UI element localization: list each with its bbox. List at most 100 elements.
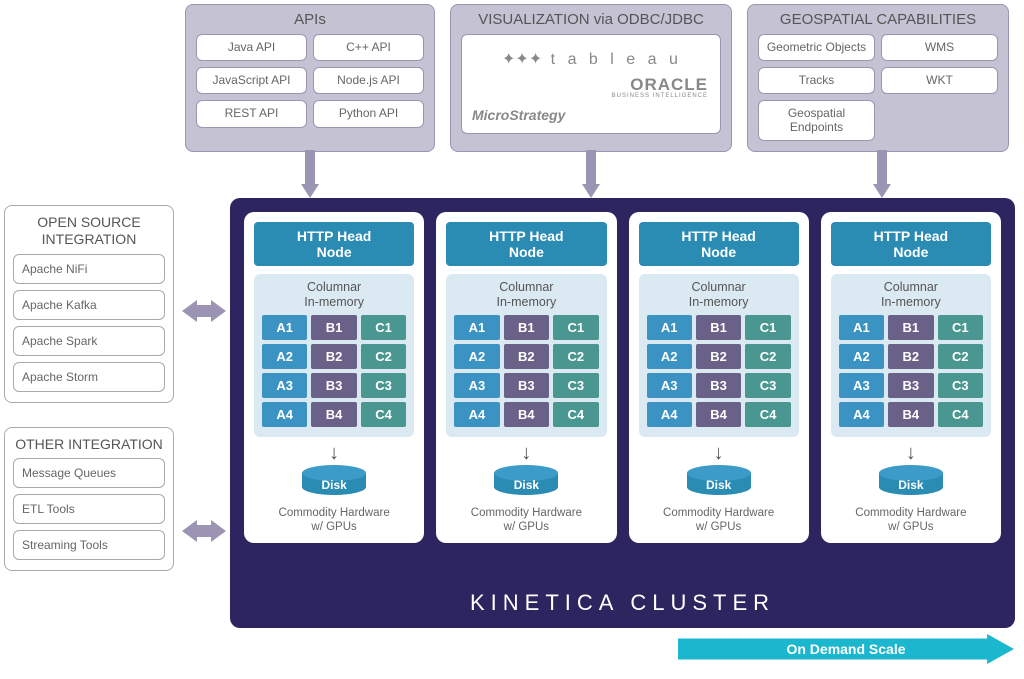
columnar-memory-box: ColumnarIn-memoryA1B1C1A2B2C2A3B3C3A4B4C…: [446, 274, 606, 437]
memory-label: ColumnarIn-memory: [647, 280, 791, 309]
http-head-node-label: HTTP HeadNode: [831, 222, 991, 266]
cluster-nodes-row: HTTP HeadNodeColumnarIn-memoryA1B1C1A2B2…: [244, 212, 1001, 543]
memory-cell: B4: [696, 402, 741, 427]
memory-cell: A4: [839, 402, 884, 427]
cluster-node: HTTP HeadNodeColumnarIn-memoryA1B1C1A2B2…: [629, 212, 809, 543]
memory-cells-grid: A1B1C1A2B2C2A3B3C3A4B4C4: [454, 315, 598, 427]
apis-title: APIs: [196, 11, 424, 28]
hardware-label: Commodity Hardware w/ GPUs: [279, 507, 390, 535]
on-demand-scale-arrow: On Demand Scale: [678, 634, 1014, 664]
memory-cell: B1: [311, 315, 356, 340]
memory-cell: C4: [938, 402, 983, 427]
geo-chip: WMS: [881, 34, 998, 61]
memory-cell: A1: [647, 315, 692, 340]
disk-icon: Disk: [302, 465, 366, 501]
top-panels-row: APIs Java API C++ API JavaScript API Nod…: [185, 4, 1009, 152]
viz-title: VISUALIZATION via ODBC/JDBC: [461, 11, 721, 28]
memory-cell: A4: [647, 402, 692, 427]
memory-cell: C1: [361, 315, 406, 340]
arrow-down-icon: [873, 184, 891, 198]
memory-cell: C2: [361, 344, 406, 369]
memory-cell: B4: [888, 402, 933, 427]
connector-arrow: [586, 150, 596, 184]
geo-chip: Geospatial Endpoints: [758, 100, 875, 140]
api-chip: Python API: [313, 100, 424, 127]
integration-item: ETL Tools: [13, 494, 165, 524]
memory-cell: A2: [262, 344, 307, 369]
geo-chip: Geometric Objects: [758, 34, 875, 61]
tableau-logo: ✦✦✦ t a b l e a u: [502, 49, 682, 69]
hardware-label: Commodity Hardware w/ GPUs: [663, 507, 774, 535]
arrow-down-icon: ↓: [329, 443, 339, 463]
memory-cell: C2: [745, 344, 790, 369]
memory-cell: A1: [262, 315, 307, 340]
memory-cell: C3: [361, 373, 406, 398]
arrow-down-icon: ↓: [906, 443, 916, 463]
integration-item: Apache NiFi: [13, 254, 165, 284]
memory-cell: B2: [504, 344, 549, 369]
memory-cell: B3: [504, 373, 549, 398]
oracle-logo: ORACLE: [630, 75, 708, 95]
tableau-text: t a b l e a u: [551, 51, 682, 68]
disk-icon: Disk: [687, 465, 751, 501]
memory-cell: A4: [454, 402, 499, 427]
memory-cell: B3: [888, 373, 933, 398]
http-head-node-label: HTTP HeadNode: [639, 222, 799, 266]
memory-cell: A3: [647, 373, 692, 398]
bidirectional-arrow-icon: [182, 300, 226, 322]
api-chip: Java API: [196, 34, 307, 61]
geospatial-panel: GEOSPATIAL CAPABILITIES Geometric Object…: [747, 4, 1009, 152]
integration-item: Apache Storm: [13, 362, 165, 392]
disk-icon: Disk: [494, 465, 558, 501]
memory-cell: A1: [839, 315, 884, 340]
hardware-label: Commodity Hardware w/ GPUs: [855, 507, 966, 535]
other-integration-panel: OTHER INTEGRATION Message Queues ETL Too…: [4, 427, 174, 572]
memory-cells-grid: A1B1C1A2B2C2A3B3C3A4B4C4: [262, 315, 406, 427]
memory-cell: B4: [504, 402, 549, 427]
left-integration-column: OPEN SOURCE INTEGRATION Apache NiFi Apac…: [4, 205, 174, 571]
memory-cell: C2: [553, 344, 598, 369]
connector-arrow: [877, 150, 887, 184]
memory-cell: C4: [361, 402, 406, 427]
viz-logos-box: ✦✦✦ t a b l e a u ORACLE BUSINESS INTELL…: [461, 34, 721, 134]
memory-cell: C1: [938, 315, 983, 340]
kinetica-cluster: HTTP HeadNodeColumnarIn-memoryA1B1C1A2B2…: [230, 198, 1015, 628]
cluster-node: HTTP HeadNode ColumnarIn-memory A1B1C1A2B2…: [821, 212, 1001, 543]
memory-cell: B1: [696, 315, 741, 340]
memory-label: ColumnarIn-memory: [454, 280, 598, 309]
memory-cell: A3: [839, 373, 884, 398]
columnar-memory-box: ColumnarIn-memory A1B1C1A2B2C2A3B3C3A4B4C…: [831, 274, 991, 437]
memory-cell: C4: [745, 402, 790, 427]
memory-cell: B2: [696, 344, 741, 369]
api-chip: JavaScript API: [196, 67, 307, 94]
memory-cells-grid: A1B1C1A2B2C2A3B3C3A4B4C4: [647, 315, 791, 427]
memory-label: ColumnarIn-memory: [839, 280, 983, 309]
memory-cells-grid: A1B1C1A2B2C2A3B3C3A4B4C4: [839, 315, 983, 427]
memory-cell: B3: [696, 373, 741, 398]
other-integration-title: OTHER INTEGRATION: [13, 436, 165, 453]
memory-cell: A3: [454, 373, 499, 398]
http-head-node-label: HTTP HeadNode: [254, 222, 414, 266]
integration-item: Apache Kafka: [13, 290, 165, 320]
on-demand-label: On Demand Scale: [786, 641, 905, 657]
cluster-node: HTTP HeadNodeColumnarIn-memoryA1B1C1A2B2…: [436, 212, 616, 543]
geo-chip: WKT: [881, 67, 998, 94]
integration-item: Streaming Tools: [13, 530, 165, 560]
memory-label: ColumnarIn-memory: [262, 280, 406, 309]
arrow-down-icon: ↓: [714, 443, 724, 463]
memory-cell: A3: [262, 373, 307, 398]
memory-cell: B2: [888, 344, 933, 369]
bidirectional-arrow-icon: [182, 520, 226, 542]
open-source-panel: OPEN SOURCE INTEGRATION Apache NiFi Apac…: [4, 205, 174, 403]
memory-cell: A2: [647, 344, 692, 369]
arrow-down-icon: ↓: [521, 443, 531, 463]
memory-cell: A2: [454, 344, 499, 369]
columnar-memory-box: ColumnarIn-memoryA1B1C1A2B2C2A3B3C3A4B4C…: [254, 274, 414, 437]
memory-cell: C1: [553, 315, 598, 340]
geo-chip: Tracks: [758, 67, 875, 94]
memory-cell: C3: [745, 373, 790, 398]
memory-cell: B3: [311, 373, 356, 398]
arrow-down-icon: [582, 184, 600, 198]
integration-item: Apache Spark: [13, 326, 165, 356]
integration-item: Message Queues: [13, 458, 165, 488]
